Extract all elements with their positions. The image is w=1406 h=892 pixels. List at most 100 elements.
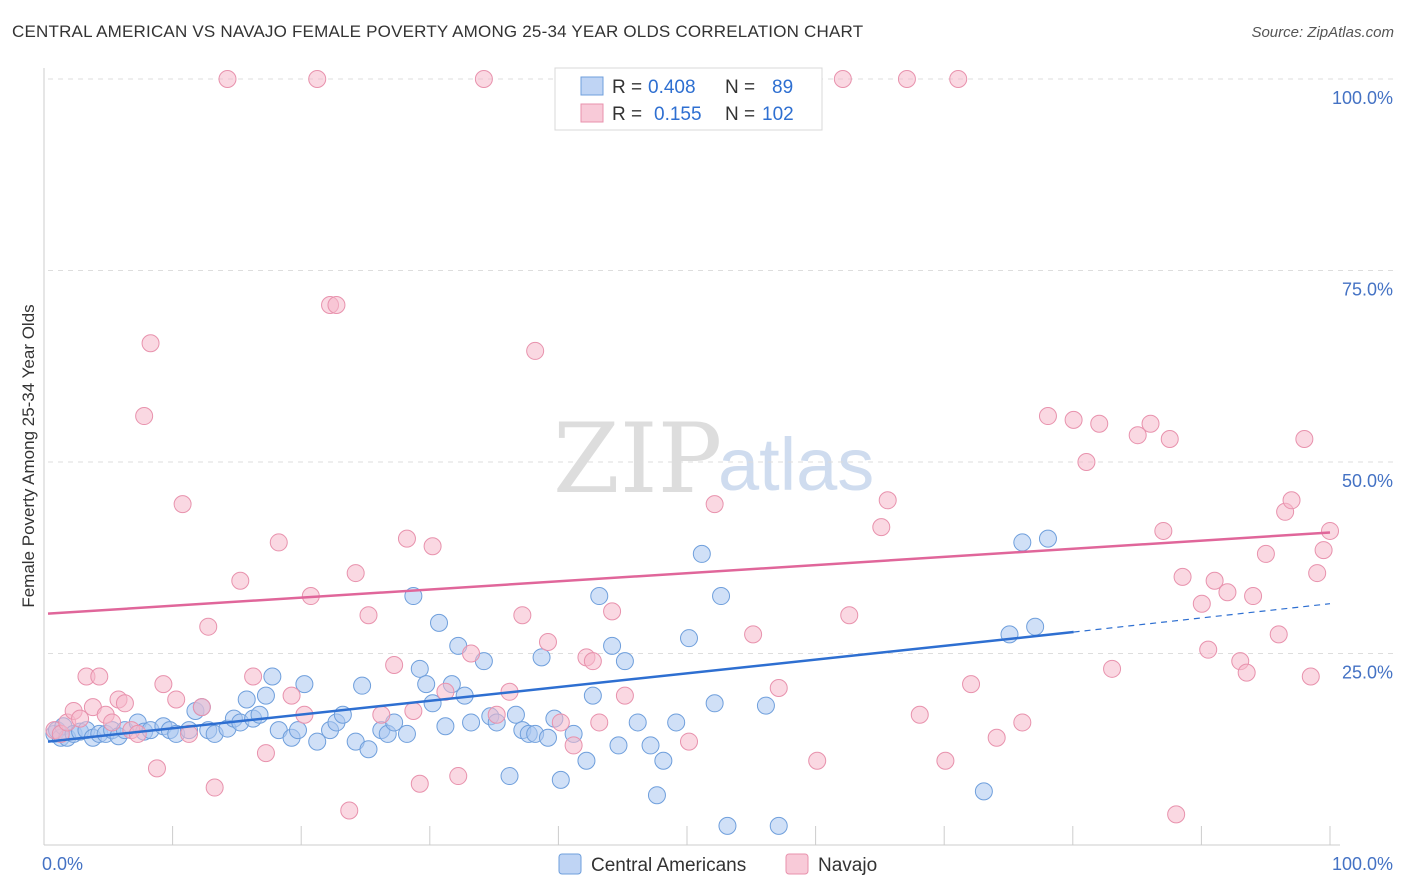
trend-line-navajo: [47, 531, 1331, 615]
data-point: [590, 587, 609, 606]
data-point: [359, 740, 378, 759]
data-point: [1090, 414, 1109, 433]
stats-legend: R = 0.408 N = 89 R = 0.155 N = 102: [554, 67, 823, 131]
data-point: [353, 676, 372, 695]
series-legend: Central Americans Navajo: [558, 853, 877, 876]
data-point: [410, 774, 429, 793]
y-tick-labels: 25.0% 50.0% 75.0% 100.0%: [1332, 88, 1393, 683]
data-point: [1173, 567, 1192, 586]
data-point: [244, 667, 263, 686]
data-point: [397, 724, 416, 743]
data-point: [1103, 659, 1122, 678]
data-point: [949, 70, 968, 88]
data-point: [705, 694, 724, 713]
data-point: [936, 751, 955, 770]
data-point: [1308, 564, 1327, 583]
data-point: [154, 675, 173, 694]
data-point: [1295, 430, 1314, 449]
data-point: [340, 801, 359, 820]
legend-swatch-central-americans: [558, 853, 582, 875]
data-point: [141, 334, 160, 353]
stats-n-value: 102: [762, 104, 794, 125]
y-tick-label: 25.0%: [1342, 663, 1393, 683]
watermark-zip: ZIP: [553, 403, 722, 515]
data-point: [90, 667, 109, 686]
data-point: [615, 686, 634, 705]
data-point: [423, 537, 442, 556]
legend-swatch-navajo: [785, 853, 809, 875]
data-point: [1199, 640, 1218, 659]
y-axis-title: Female Poverty Among 25-34 Year Olds: [19, 304, 38, 607]
data-point: [962, 675, 981, 694]
data-point: [667, 713, 686, 732]
data-point: [878, 491, 897, 510]
y-tick-label: 75.0%: [1342, 280, 1393, 300]
data-point: [1269, 625, 1288, 644]
data-point: [500, 767, 519, 786]
data-point: [487, 705, 506, 724]
data-point: [680, 732, 698, 751]
data-point: [1064, 410, 1083, 429]
data-point: [987, 728, 1006, 747]
data-point: [263, 667, 282, 686]
legend-label-navajo: Navajo: [818, 855, 877, 876]
watermark-atlas: atlas: [718, 423, 874, 506]
data-point: [680, 629, 698, 648]
data-point: [167, 690, 186, 709]
data-point: [256, 744, 275, 763]
data-point: [526, 341, 545, 360]
x-tick-label: 0.0%: [42, 854, 83, 874]
grid-lines: [48, 78, 1395, 654]
data-point: [718, 816, 737, 835]
data-point: [372, 705, 391, 724]
data-point: [430, 613, 449, 632]
data-point: [71, 709, 90, 728]
data-point: [712, 587, 731, 606]
data-points: [45, 70, 1339, 835]
trend-lines: [47, 531, 1331, 743]
data-point: [590, 713, 609, 732]
y-tick-label: 100.0%: [1332, 88, 1393, 108]
data-point: [1038, 407, 1057, 426]
data-point: [205, 778, 224, 797]
data-point: [615, 652, 634, 671]
data-point: [756, 696, 775, 715]
data-point: [128, 724, 147, 743]
watermark: ZIP atlas: [553, 403, 874, 515]
data-point: [1013, 533, 1032, 552]
data-point: [577, 751, 596, 770]
data-point: [1128, 426, 1147, 445]
data-point: [583, 652, 602, 671]
data-point: [462, 644, 481, 663]
data-point: [705, 495, 724, 514]
data-point: [897, 70, 916, 88]
stats-r-value: 0.408: [648, 77, 696, 98]
data-point: [1314, 541, 1333, 560]
data-point: [808, 751, 827, 770]
data-point: [115, 694, 134, 713]
data-point: [583, 686, 602, 705]
data-point: [840, 606, 859, 625]
data-point: [1205, 571, 1224, 590]
data-point: [282, 686, 301, 705]
data-point: [147, 759, 166, 778]
data-point: [359, 606, 378, 625]
data-point: [692, 544, 711, 563]
data-point: [1141, 414, 1160, 433]
data-point: [974, 782, 993, 801]
data-point: [1244, 587, 1263, 606]
series-navajo: [45, 70, 1339, 824]
chart-title: CENTRAL AMERICAN VS NAVAJO FEMALE POVERT…: [12, 22, 864, 41]
data-point: [192, 698, 211, 717]
data-point: [462, 713, 481, 732]
data-point: [654, 751, 673, 770]
data-point: [1013, 713, 1032, 732]
trend-line-extension: [1073, 603, 1331, 633]
stats-r-label: R =: [612, 104, 642, 125]
data-point: [538, 728, 557, 747]
data-point: [256, 686, 275, 705]
data-point: [308, 732, 327, 751]
data-point: [744, 625, 763, 644]
y-tick-label: 50.0%: [1342, 471, 1393, 491]
